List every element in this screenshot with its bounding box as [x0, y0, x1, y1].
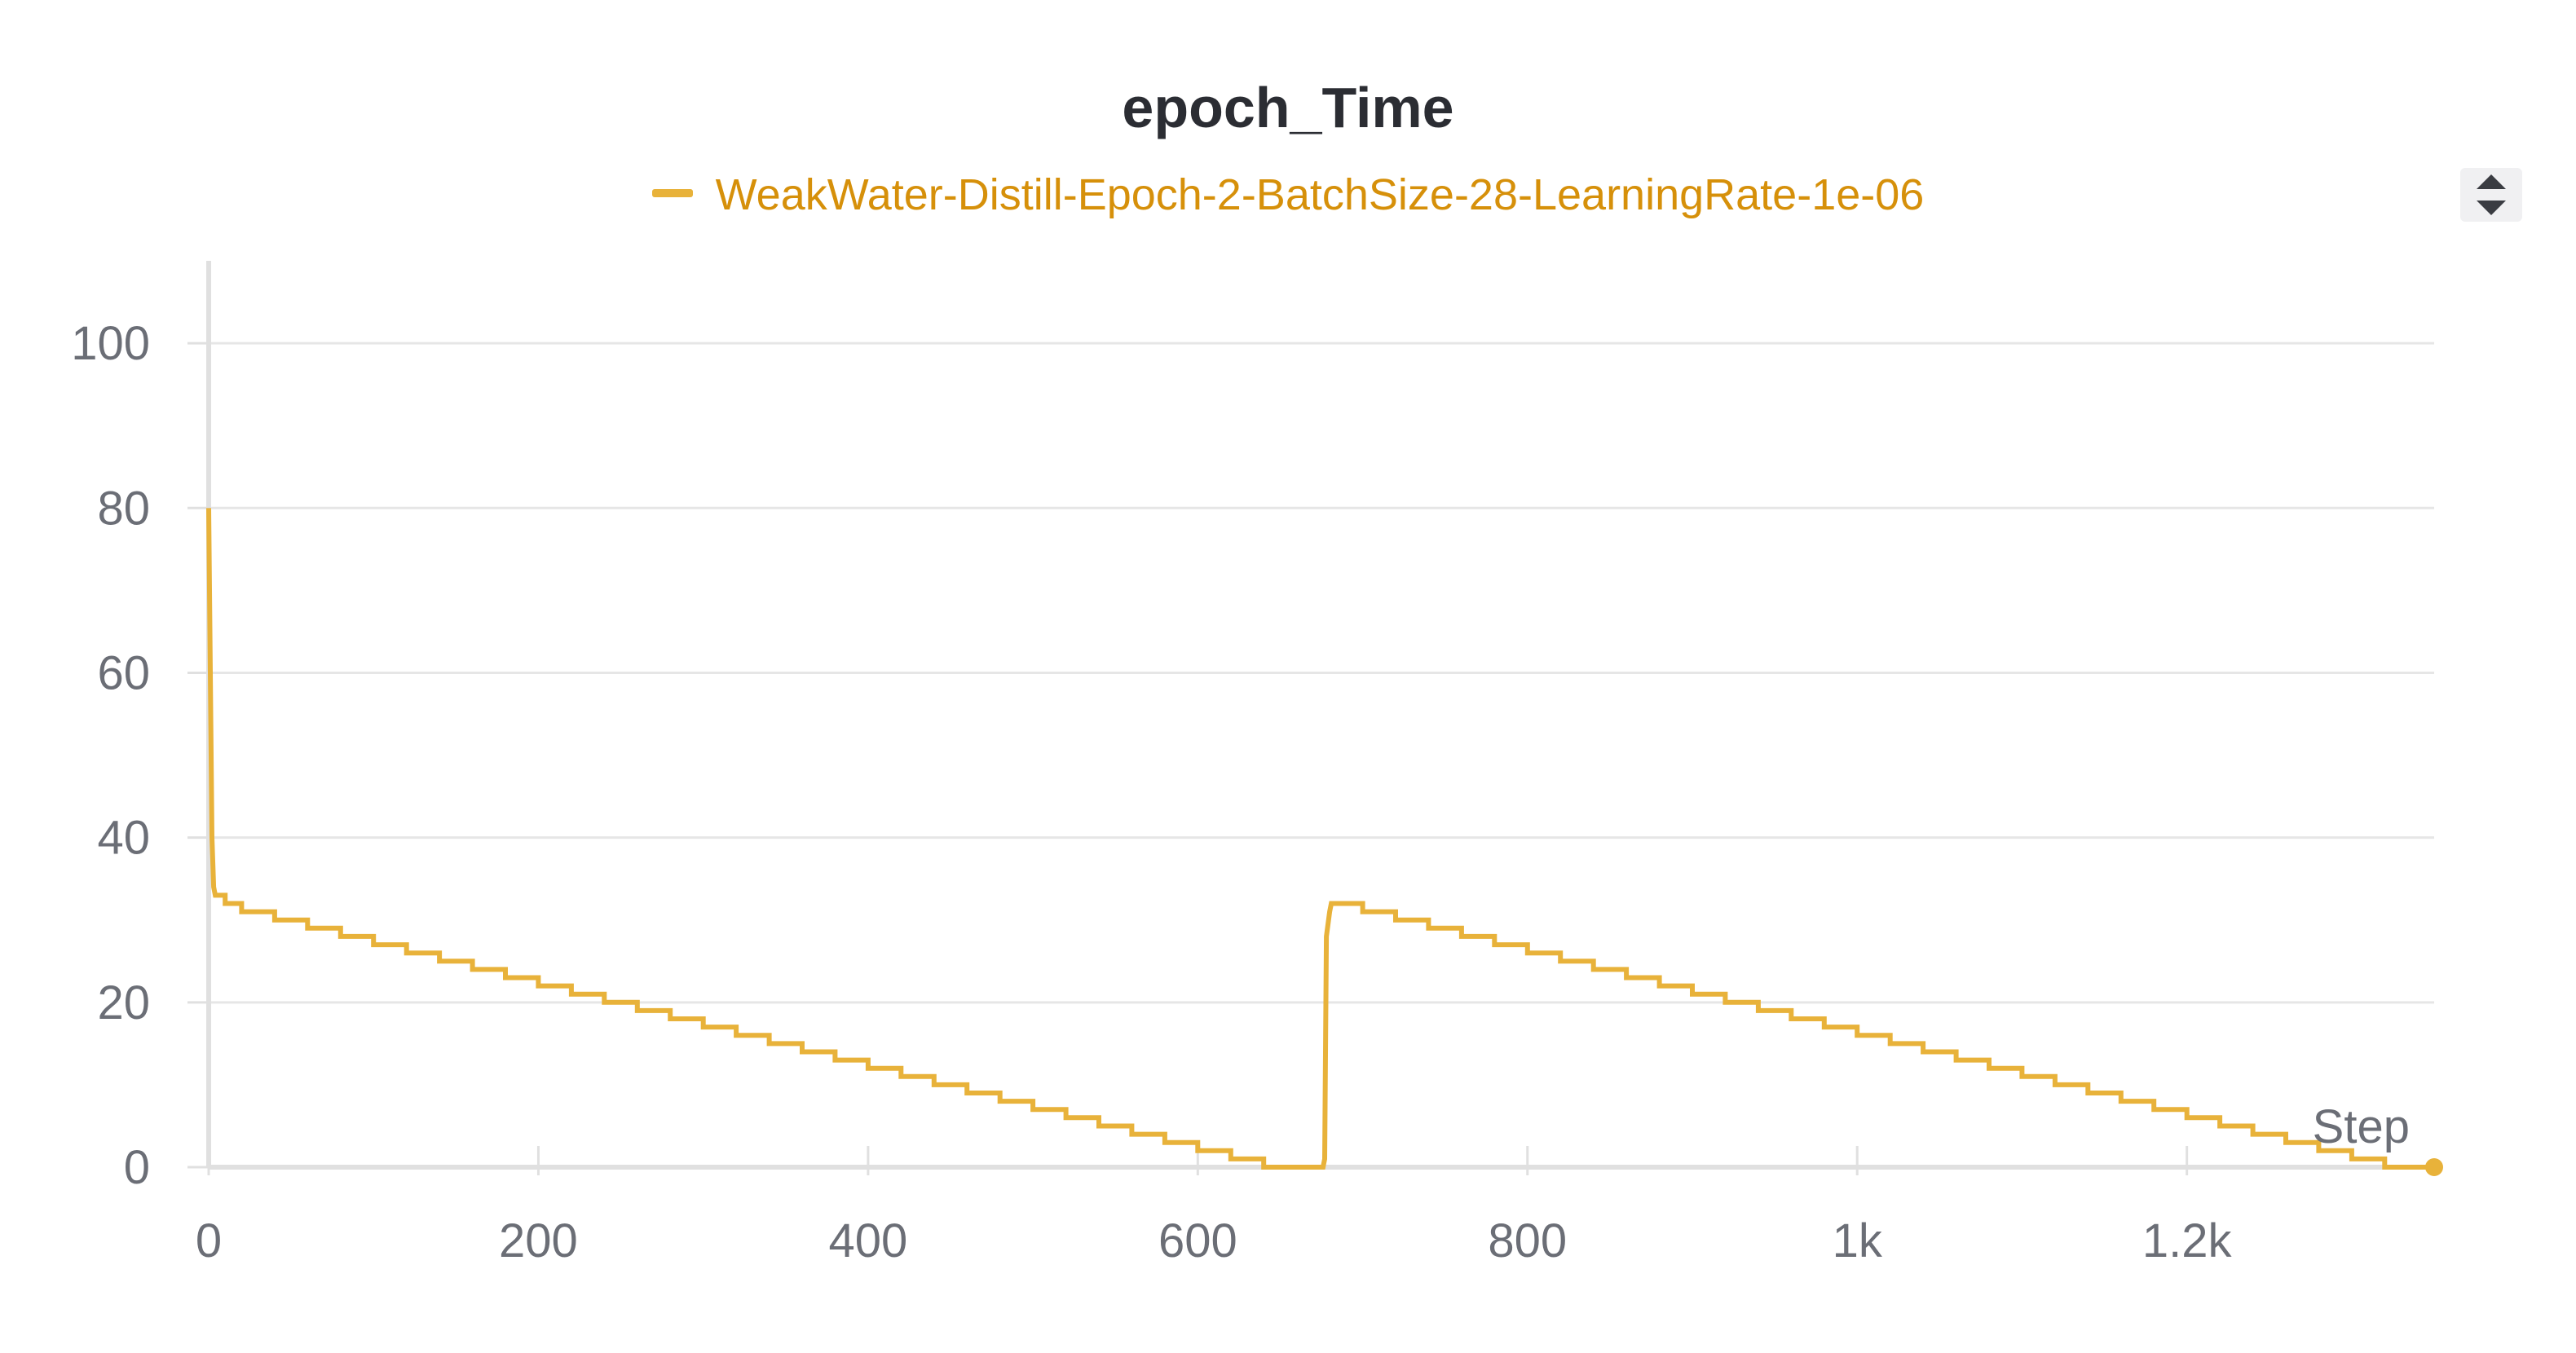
y-axis-ticks: 0 20 40 60 80 100 [71, 317, 209, 1194]
y-tick-label: 60 [97, 646, 150, 699]
y-tick-label: 80 [97, 482, 150, 535]
x-axis-title: Step [2313, 1100, 2410, 1153]
chart-title: epoch_Time [1122, 76, 1454, 139]
chevron-down-icon[interactable] [2477, 201, 2506, 215]
axes [206, 261, 2434, 1170]
y-tick-label: 20 [97, 976, 150, 1029]
series-layer [206, 508, 2443, 1176]
series-end-point[interactable] [2425, 1158, 2443, 1176]
x-axis-ticks: 0 200 400 600 800 1k 1.2k [196, 1146, 2233, 1267]
y-tick-label: 40 [97, 812, 150, 865]
x-tick-label: 600 [1158, 1214, 1237, 1267]
legend-swatch [651, 188, 693, 197]
grid-lines [209, 342, 2434, 1004]
x-tick-label: 0 [196, 1214, 222, 1267]
y-tick-label: 0 [124, 1141, 150, 1194]
x-tick-label: 200 [499, 1214, 578, 1267]
x-tick-label: 1.2k [2142, 1214, 2233, 1267]
legend-scroll-control[interactable] [2460, 168, 2522, 222]
x-tick-label: 800 [1488, 1214, 1567, 1267]
series-line[interactable] [206, 508, 2434, 1170]
y-tick-label: 100 [71, 317, 150, 370]
legend[interactable]: WeakWater-Distill-Epoch-2-BatchSize-28-L… [0, 170, 2576, 220]
x-tick-label: 1k [1833, 1214, 1883, 1267]
chevron-up-icon[interactable] [2477, 174, 2506, 189]
legend-series-label: WeakWater-Distill-Epoch-2-BatchSize-28-L… [715, 170, 1925, 219]
x-tick-label: 400 [828, 1214, 907, 1267]
